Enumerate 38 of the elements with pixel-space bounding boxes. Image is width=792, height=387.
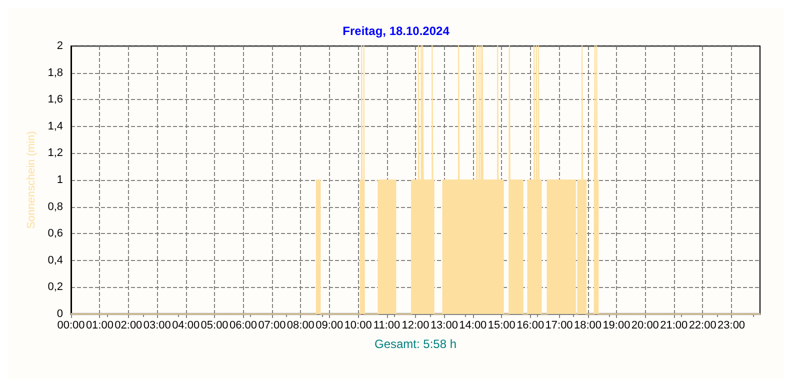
x-tick-label: 20:00 (631, 320, 659, 332)
x-tick-label: 01:00 (86, 320, 114, 332)
y-tick-label: 0,6 (48, 228, 63, 240)
x-tick-label: 22:00 (688, 320, 716, 332)
chart-title: Freitag, 18.10.2024 (342, 24, 450, 38)
x-tick-label: 15:00 (488, 320, 516, 332)
y-tick-label: 1,4 (48, 120, 63, 132)
y-tick-label: 0,4 (48, 254, 63, 266)
x-tick-label: 14:00 (459, 320, 487, 332)
x-tick-label: 18:00 (574, 320, 602, 332)
x-tick-label: 16:00 (516, 320, 544, 332)
x-tick-label: 10:00 (344, 320, 372, 332)
x-axis-title: Gesamt: 5:58 h (374, 337, 457, 351)
x-tick-label: 02:00 (114, 320, 142, 332)
x-tick-label: 00:00 (57, 320, 85, 332)
y-tick-label: 2 (56, 40, 63, 52)
y-tick-label: 1,8 (48, 66, 63, 79)
x-tick-label: 04:00 (172, 320, 200, 332)
x-tick-label: 21:00 (660, 320, 688, 332)
y-tick-label: 0,2 (48, 281, 63, 294)
x-tick-label: 07:00 (258, 320, 286, 332)
y-tick-label: 0 (56, 308, 63, 320)
x-tick-label: 23:00 (718, 320, 746, 332)
y-tick-label: 0,8 (48, 200, 63, 213)
y-tick-label: 1,2 (48, 147, 63, 160)
x-tick-label: 13:00 (430, 320, 458, 332)
x-tick-label: 11:00 (373, 320, 400, 332)
x-tick-label: 09:00 (316, 320, 344, 332)
x-tick-label: 17:00 (545, 320, 573, 332)
y-axis-title: Sonnenschein (min) (25, 131, 38, 229)
x-tick-label: 03:00 (143, 320, 171, 332)
x-tick-label: 08:00 (286, 320, 314, 332)
y-tick-label: 1,6 (48, 94, 63, 106)
y-tick-label: 1 (56, 174, 63, 186)
x-tick-label: 12:00 (402, 320, 430, 332)
x-tick-label: 05:00 (200, 320, 228, 332)
x-tick-label: 19:00 (602, 320, 630, 332)
x-tick-label: 06:00 (229, 320, 258, 332)
